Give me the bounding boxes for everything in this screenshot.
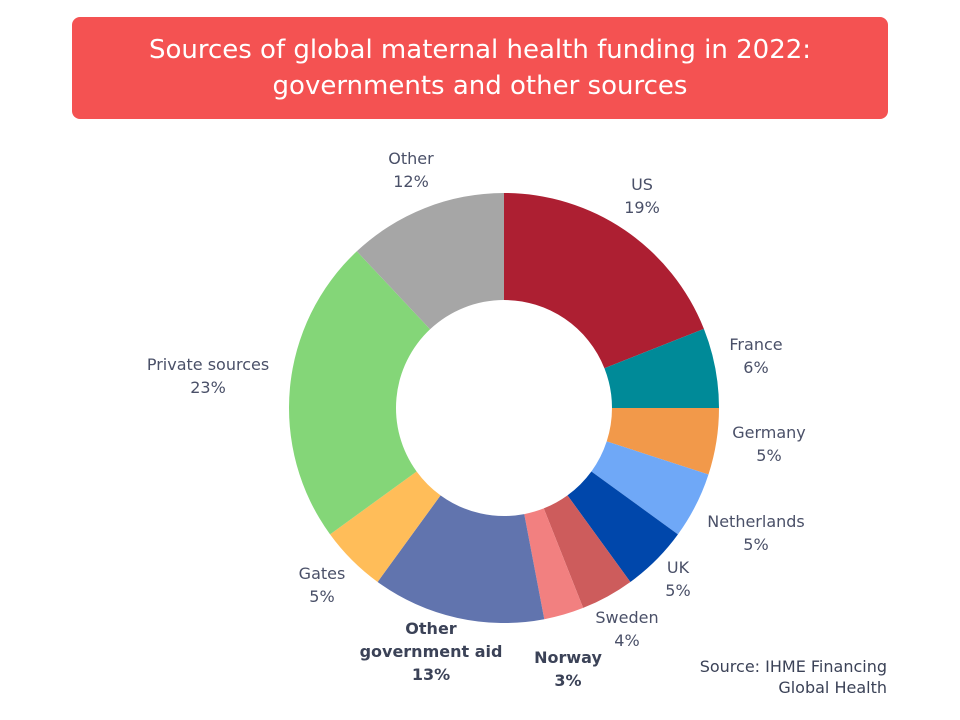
slice-other xyxy=(356,193,504,330)
slice-norway xyxy=(524,508,584,620)
slice-label-other-government-aid: Other government aid 13% xyxy=(360,619,503,684)
chart-title-line-2: governments and other sources xyxy=(272,71,688,101)
slice-france xyxy=(604,328,719,408)
slice-other-government-aid xyxy=(377,495,545,624)
slice-private-sources xyxy=(288,251,431,535)
slice-us xyxy=(504,193,704,369)
slice-label-other: Other 12% xyxy=(388,149,434,191)
slice-label-norway: Norway 3% xyxy=(534,648,602,690)
slice-uk xyxy=(567,471,678,582)
source-note-line-1: Source: IHME Financing xyxy=(699,657,887,676)
slice-label-value: 13% xyxy=(412,665,450,684)
slice-labels: US 19% France 6% Germany 5% Netherlands 5% UK 5% S… xyxy=(147,149,806,690)
slice-label-name: Private sources xyxy=(147,355,269,374)
slice-label-value: 12% xyxy=(393,172,429,191)
slice-label-name: Norway xyxy=(534,648,602,667)
slice-label-name: France xyxy=(729,335,782,354)
slice-label-name: Other xyxy=(405,619,456,638)
slice-label-name: Other xyxy=(388,149,434,168)
slice-label-value: 23% xyxy=(190,378,226,397)
slice-germany xyxy=(606,408,719,475)
slice-label-france: France 6% xyxy=(729,335,782,377)
slice-label-name-cont: government aid xyxy=(360,642,503,661)
slice-label-uk: UK 5% xyxy=(665,558,690,600)
slice-label-value: 5% xyxy=(665,581,690,600)
slice-label-name: Germany xyxy=(732,423,806,442)
chart-title: Sources of global maternal health fundin… xyxy=(72,17,888,119)
source-note-line-2: Global Health xyxy=(778,678,887,697)
slice-label-name: Gates xyxy=(299,564,346,583)
source-note: Source: IHME Financing Global Health xyxy=(700,656,887,698)
slice-label-value: 6% xyxy=(743,358,768,377)
slice-label-value: 4% xyxy=(614,631,639,650)
donut-slices xyxy=(288,193,719,624)
slice-label-value: 19% xyxy=(624,198,660,217)
slice-label-name: Sweden xyxy=(595,608,658,627)
slice-label-sweden: Sweden 4% xyxy=(595,608,658,650)
slice-label-value: 5% xyxy=(309,587,334,606)
slice-label-private-sources: Private sources 23% xyxy=(147,355,269,397)
slice-label-name: Netherlands xyxy=(707,512,805,531)
slice-label-name: UK xyxy=(667,558,690,577)
slice-label-us: US 19% xyxy=(624,175,660,217)
chart-title-line-1: Sources of global maternal health fundin… xyxy=(148,35,812,65)
slice-label-value: 3% xyxy=(554,671,581,690)
slice-label-value: 5% xyxy=(743,535,768,554)
slice-label-gates: Gates 5% xyxy=(299,564,346,606)
slice-label-value: 5% xyxy=(756,446,781,465)
slice-label-germany: Germany 5% xyxy=(732,423,806,465)
slice-netherlands xyxy=(591,441,709,535)
slice-label-netherlands: Netherlands 5% xyxy=(707,512,805,554)
slice-label-name: US xyxy=(631,175,653,194)
slice-sweden xyxy=(543,495,631,608)
slice-gates xyxy=(330,471,441,582)
